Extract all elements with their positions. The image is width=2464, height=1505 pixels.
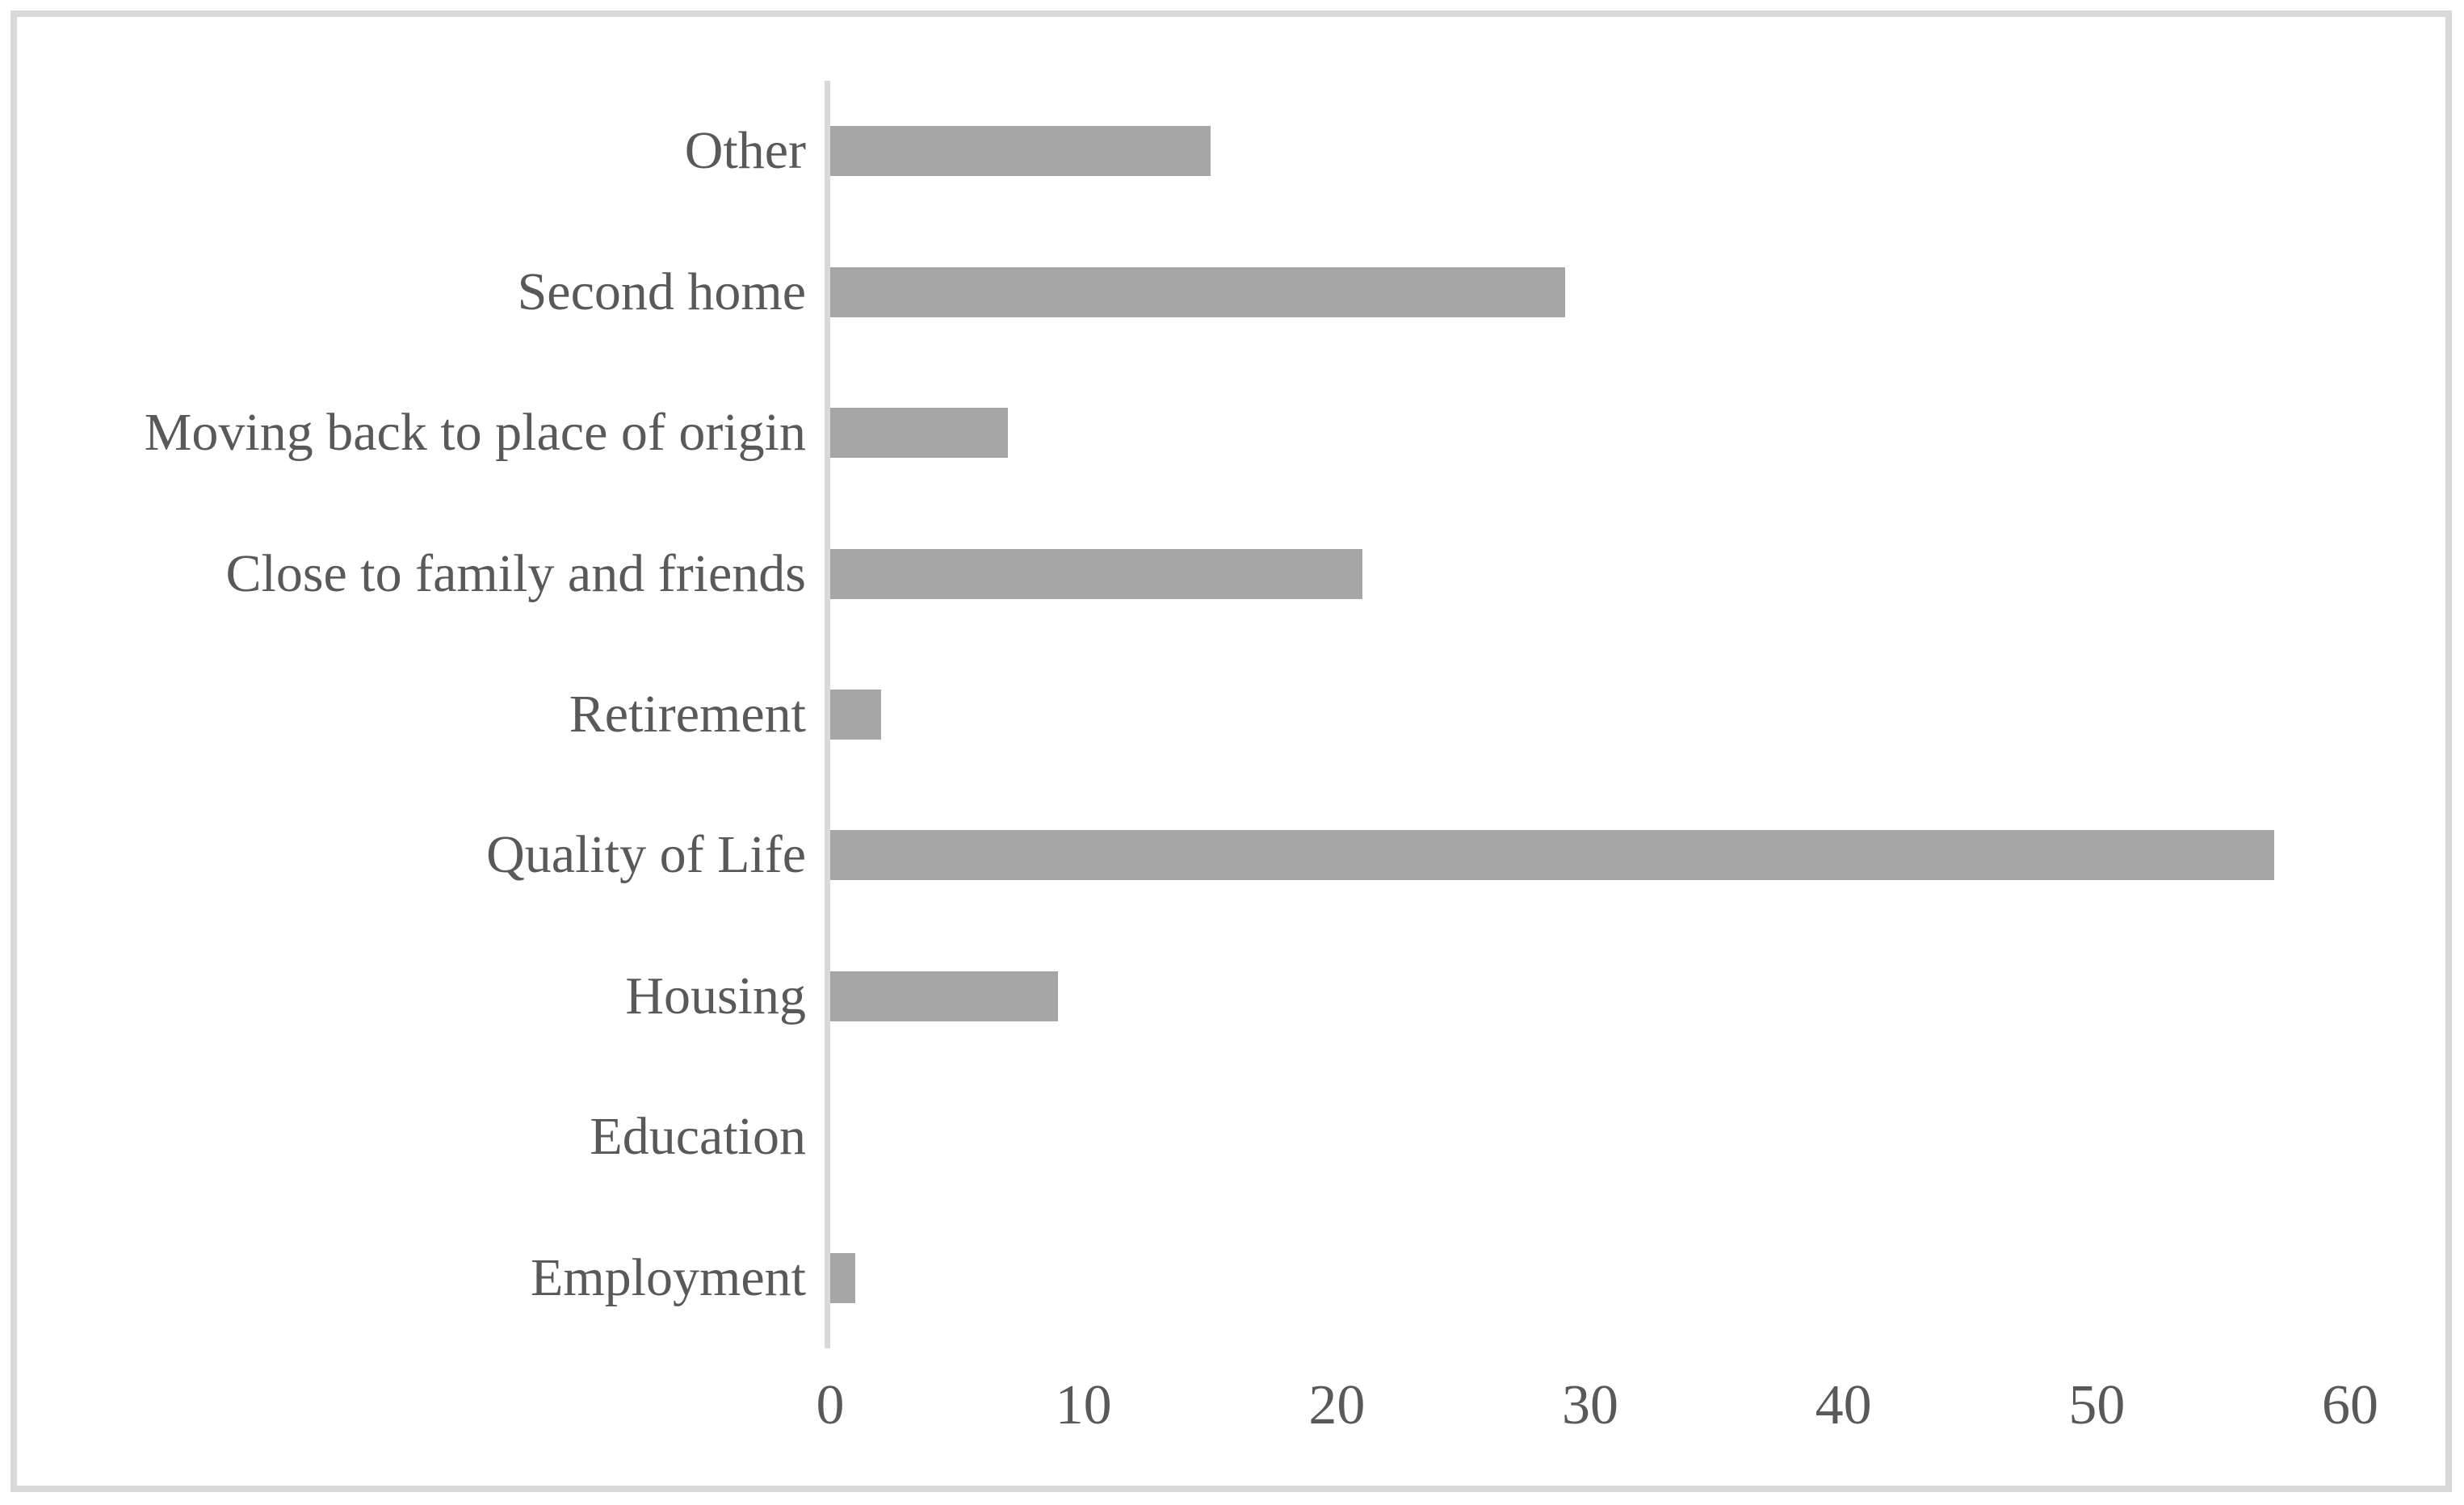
bar — [830, 548, 1362, 599]
x-axis-tick-label: 20 — [1308, 1374, 1366, 1436]
category-label: Other — [684, 121, 806, 181]
y-axis-line — [825, 81, 830, 1348]
x-axis-tick-label: 30 — [1562, 1374, 1618, 1436]
plot-area: Other Second home Moving back to place of … — [0, 81, 2464, 1348]
x-axis-ticks: 0 10 20 30 40 50 60 — [816, 1374, 2379, 1445]
chart-border — [10, 10, 2452, 1492]
bar-track — [830, 363, 2350, 503]
bar-track — [830, 785, 2350, 925]
bar — [830, 689, 881, 740]
bar-track — [830, 926, 2350, 1067]
bar — [830, 970, 1059, 1021]
bar — [830, 830, 2274, 881]
bar-row: Retirement — [0, 644, 2464, 785]
bar-track — [830, 503, 2350, 644]
x-axis-tick-label: 50 — [2068, 1374, 2126, 1436]
bar-row: Other — [0, 81, 2464, 221]
category-label: Education — [590, 1107, 806, 1167]
bar-row: Moving back to place of origin — [0, 363, 2464, 503]
bar-track — [830, 81, 2350, 221]
bar-row: Housing — [0, 926, 2464, 1067]
x-axis-tick-label: 10 — [1055, 1374, 1112, 1436]
bar-track — [830, 644, 2350, 785]
bar-row: Education — [0, 1067, 2464, 1207]
bar-row: Second home — [0, 221, 2464, 362]
category-label: Quality of Life — [486, 825, 806, 885]
bar-track — [830, 1067, 2350, 1207]
bar — [830, 126, 1211, 177]
bar-track — [830, 221, 2350, 362]
x-axis-tick-label: 60 — [2322, 1374, 2378, 1436]
bar-row: Close to family and friends — [0, 503, 2464, 644]
x-axis-tick-label: 40 — [1815, 1374, 1872, 1436]
x-axis-tick-label: 0 — [816, 1374, 845, 1436]
category-label: Employment — [531, 1247, 806, 1307]
bar — [830, 266, 1565, 317]
category-label: Close to family and friends — [225, 543, 806, 603]
category-label: Moving back to place of origin — [144, 403, 806, 463]
category-label: Second home — [517, 262, 806, 321]
bar — [830, 1252, 856, 1303]
bar-row: Employment — [0, 1208, 2464, 1348]
bar-track — [830, 1208, 2350, 1348]
category-label: Retirement — [569, 684, 806, 744]
bar-row: Quality of Life — [0, 785, 2464, 925]
bar — [830, 408, 1008, 459]
category-label: Housing — [625, 966, 806, 1025]
